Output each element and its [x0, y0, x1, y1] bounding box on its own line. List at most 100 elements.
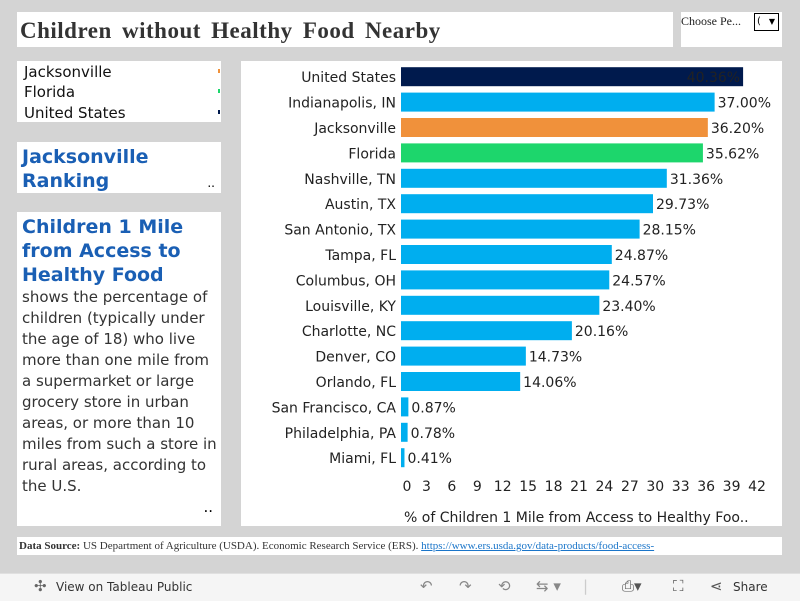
fullscreen-icon[interactable]: ⛶: [673, 577, 684, 595]
share-button[interactable]: Share: [733, 580, 768, 594]
x-tick-label: 15: [519, 479, 537, 495]
bar[interactable]: [401, 448, 405, 468]
bar-chart-svg: United States 40.36% Indianapolis, IN 37.00…: [272, 67, 771, 526]
bar[interactable]: [401, 321, 572, 341]
redo-icon[interactable]: ↷: [459, 577, 472, 595]
data-label: 0.87%: [411, 400, 455, 416]
data-label: 29.73%: [656, 197, 709, 213]
x-tick-label: 42: [748, 479, 766, 495]
bar[interactable]: [401, 143, 703, 163]
color-legend: Jacksonville Florida United States: [17, 61, 221, 122]
data-label: 40.36%: [687, 70, 740, 86]
share-icon[interactable]: ⋖: [710, 577, 723, 595]
category-label: Denver, CO: [315, 350, 396, 366]
x-tick-label: 33: [672, 479, 690, 495]
view-on-tableau-link[interactable]: View on Tableau Public: [56, 580, 193, 594]
bar[interactable]: [401, 270, 610, 290]
legend-swatch: [218, 110, 220, 114]
data-label: 0.41%: [407, 451, 451, 467]
bar[interactable]: [401, 397, 409, 417]
bar[interactable]: [401, 372, 521, 391]
revert-icon[interactable]: ⟲: [498, 577, 511, 595]
parameter-value: (: [757, 16, 761, 27]
x-tick-label: 3: [422, 479, 431, 495]
x-tick-label: 12: [494, 479, 512, 495]
category-label: Philadelphia, PA: [285, 426, 397, 442]
category-label: Louisville, KY: [305, 299, 396, 315]
parameter-label: Choose Pe...: [681, 14, 741, 28]
tableau-logo-icon: ✣: [34, 577, 47, 595]
source-text: US Department of Agriculture (USDA). Eco…: [80, 540, 422, 552]
description-panel: Children 1 Mile from Access to Healthy F…: [17, 212, 221, 526]
x-axis-title: % of Children 1 Mile from Access to Heal…: [404, 510, 749, 526]
dashboard-title: Children without Healthy Food Nearby: [17, 12, 673, 47]
legend-swatch: [218, 89, 220, 93]
x-tick-label: 30: [646, 479, 664, 495]
bar-chart: United States 40.36% Indianapolis, IN 37.00…: [241, 61, 782, 526]
description-body: shows the percentage of children (typica…: [22, 288, 217, 495]
x-tick-label: 9: [473, 479, 482, 495]
more-indicator[interactable]: ..: [203, 498, 213, 516]
category-label: Florida: [348, 146, 396, 162]
bar[interactable]: [401, 346, 526, 366]
x-tick-label: 36: [697, 479, 715, 495]
data-label: 36.20%: [711, 121, 764, 137]
data-label: 23.40%: [602, 299, 655, 315]
category-label: Columbus, OH: [296, 273, 396, 289]
category-label: San Francisco, CA: [272, 400, 397, 416]
data-label: 20.16%: [575, 324, 628, 340]
ranking-title: Jacksonville Ranking: [22, 146, 149, 192]
bar[interactable]: [401, 168, 667, 188]
x-tick-label: 0: [403, 479, 412, 495]
ranking-panel: Jacksonville Ranking ..: [17, 142, 221, 193]
bar[interactable]: [401, 67, 744, 87]
legend-item[interactable]: United States: [24, 104, 126, 122]
source-link[interactable]: https://www.ers.usda.gov/data-products/f…: [421, 540, 655, 552]
bar[interactable]: [401, 245, 612, 264]
data-label: 24.57%: [612, 273, 665, 289]
data-label: 31.36%: [670, 172, 723, 188]
data-label: 14.06%: [523, 375, 576, 391]
bar[interactable]: [401, 118, 708, 137]
description-heading: Children 1 Mile from Access to Healthy F…: [22, 216, 184, 286]
refresh-icon[interactable]: ⇆ ▾: [536, 577, 561, 595]
legend-swatch: [218, 69, 220, 73]
data-source: Data Source: US Department of Agricultur…: [17, 537, 782, 555]
data-label: 28.15%: [643, 223, 696, 239]
bar[interactable]: [401, 422, 408, 442]
data-label: 37.00%: [718, 96, 771, 112]
x-tick-label: 27: [621, 479, 639, 495]
category-label: Charlotte, NC: [302, 324, 396, 340]
bar[interactable]: [401, 92, 715, 112]
x-tick-label: 6: [447, 479, 456, 495]
parameter-dropdown[interactable]: (▼: [754, 13, 779, 31]
bar[interactable]: [401, 219, 640, 239]
data-label: 0.78%: [411, 426, 455, 442]
bar[interactable]: [401, 295, 600, 315]
x-tick-label: 39: [723, 479, 741, 495]
undo-icon[interactable]: ↶: [420, 577, 433, 595]
category-label: Jacksonville: [313, 121, 396, 137]
data-label: 14.73%: [529, 350, 582, 366]
category-label: Miami, FL: [329, 451, 396, 467]
more-indicator[interactable]: ..: [207, 176, 215, 190]
category-label: Nashville, TN: [304, 172, 396, 188]
parameter-control: Choose Pe... (▼: [681, 12, 782, 47]
download-icon[interactable]: ⎙▾: [622, 577, 642, 595]
category-label: San Antonio, TX: [284, 223, 396, 239]
category-label: Tampa, FL: [324, 248, 396, 264]
bar[interactable]: [401, 194, 653, 214]
category-label: Orlando, FL: [316, 375, 397, 391]
legend-item[interactable]: Jacksonville: [24, 63, 112, 81]
category-label: Austin, TX: [325, 197, 396, 213]
x-tick-label: 18: [545, 479, 563, 495]
category-label: United States: [301, 70, 396, 86]
data-label: 24.87%: [615, 248, 668, 264]
legend-item[interactable]: Florida: [24, 83, 76, 101]
x-tick-label: 21: [570, 479, 588, 495]
toolbar-divider: |: [583, 577, 589, 595]
x-tick-label: 24: [596, 479, 614, 495]
title-text: Children without Healthy Food Nearby: [20, 18, 441, 43]
source-prefix: Data Source:: [19, 540, 81, 552]
category-label: Indianapolis, IN: [288, 96, 396, 112]
